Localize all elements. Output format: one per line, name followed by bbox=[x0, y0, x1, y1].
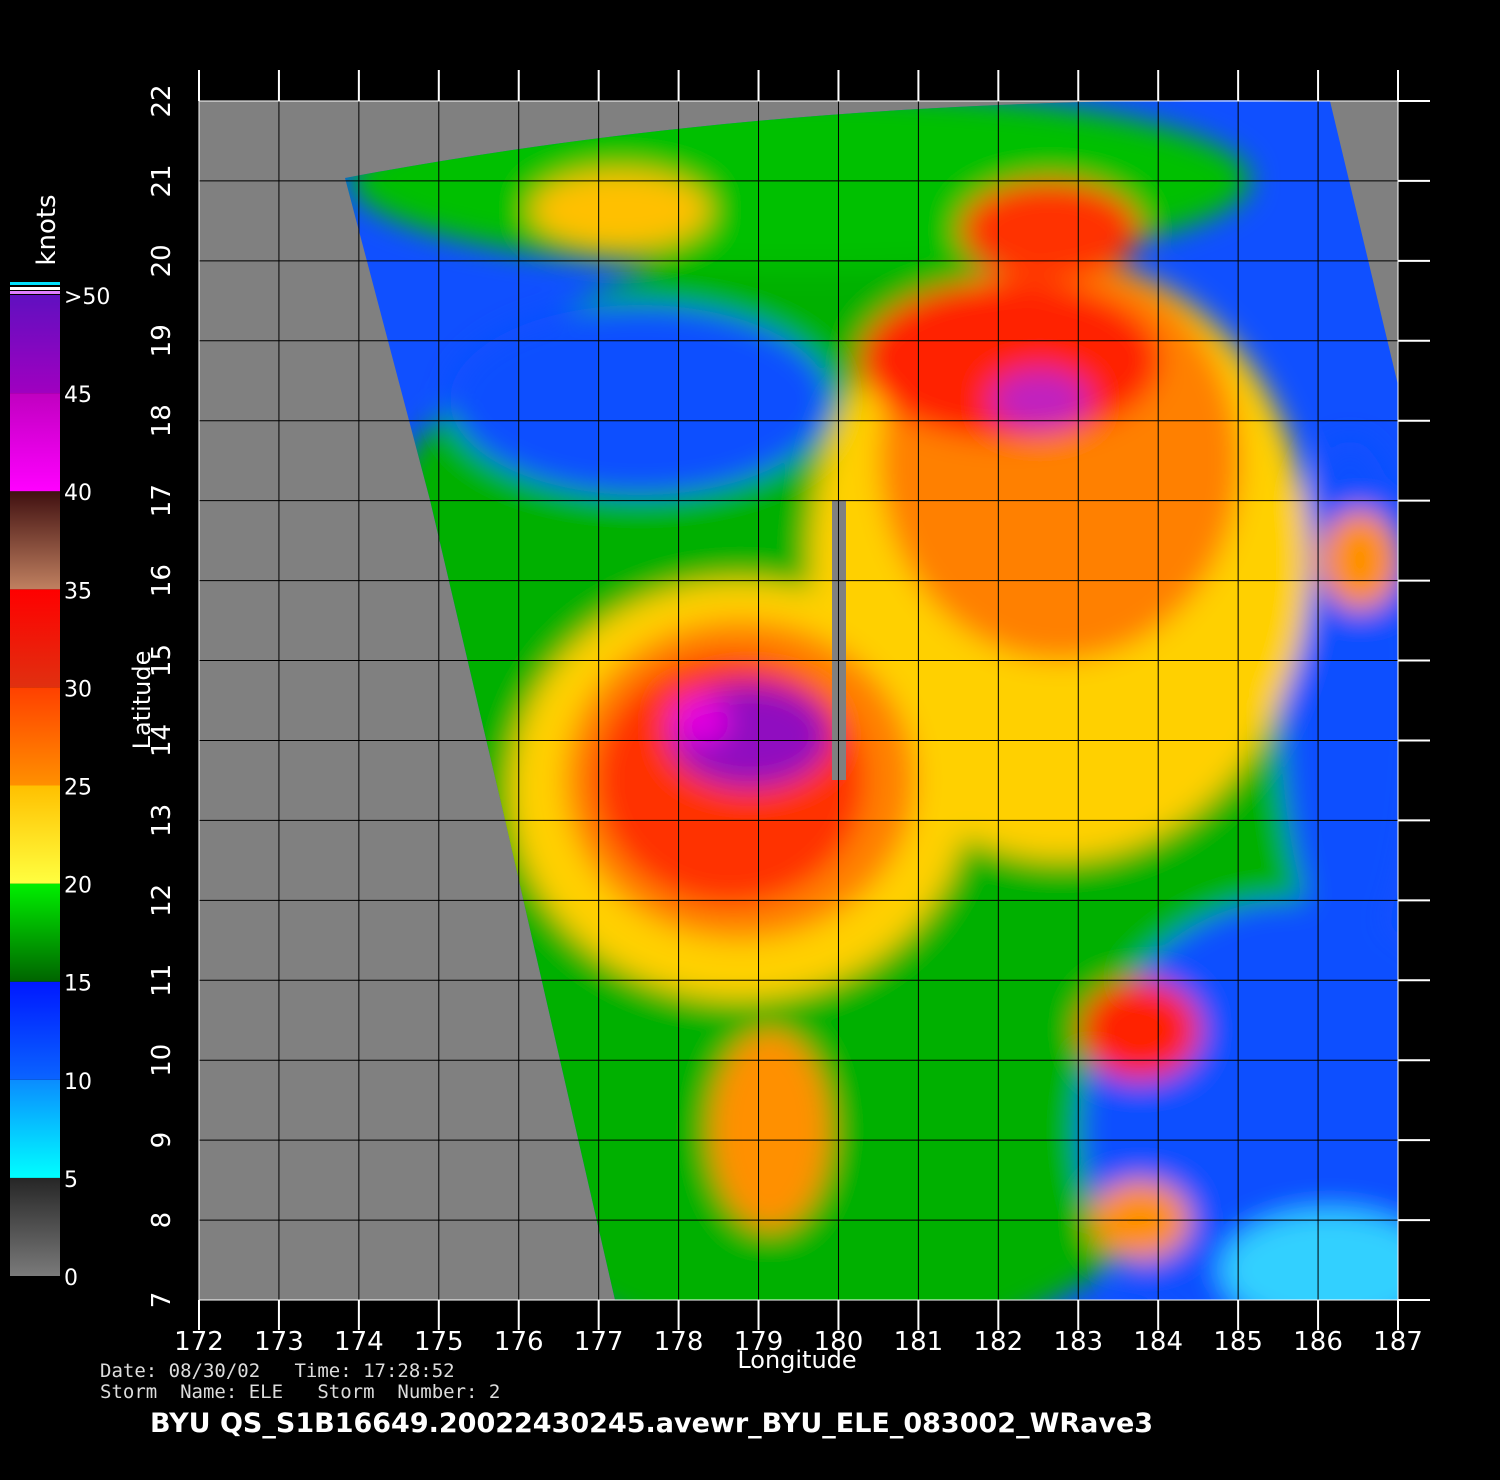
y-tick-label: 19 bbox=[147, 324, 177, 357]
x-tick-label: 182 bbox=[974, 1327, 1024, 1357]
x-tick-label: 186 bbox=[1293, 1327, 1343, 1357]
colorbar-band bbox=[10, 491, 60, 590]
product-title: BYU QS_S1B16649.20022430245.avewr_BYU_EL… bbox=[150, 1408, 1153, 1439]
x-tick-label: 183 bbox=[1053, 1327, 1103, 1357]
axes: 172 173 174 175 176 177 178 179 180 181 182 183 184 1… bbox=[147, 70, 1430, 1357]
y-tick-label: 9 bbox=[147, 1132, 177, 1149]
gap-strip bbox=[832, 500, 846, 780]
colorbar-band bbox=[10, 1177, 60, 1276]
x-tick-label: 179 bbox=[734, 1327, 784, 1357]
colorbar-tick-label: 35 bbox=[64, 579, 92, 604]
x-tick-label: 178 bbox=[654, 1327, 704, 1357]
x-tick-label: 172 bbox=[174, 1327, 224, 1357]
y-tick-label: 17 bbox=[147, 484, 177, 517]
y-tick-label: 10 bbox=[147, 1044, 177, 1077]
colorbar-tick-label: 30 bbox=[64, 677, 92, 702]
colorbar-tick-label: 10 bbox=[64, 1070, 92, 1095]
colorbar-accent bbox=[10, 282, 60, 285]
x-tick-label: 187 bbox=[1373, 1327, 1423, 1357]
y-tick-label: 12 bbox=[147, 884, 177, 917]
wind-swath bbox=[345, 100, 1398, 1301]
y-tick-label: 15 bbox=[147, 644, 177, 677]
plot-frame bbox=[198, 100, 1399, 1301]
colorbar-band bbox=[10, 1079, 60, 1178]
x-tick-label: 174 bbox=[334, 1327, 384, 1357]
x-axis-label: Longitude bbox=[737, 1346, 856, 1374]
colorbar-band bbox=[10, 589, 60, 688]
wind-field bbox=[345, 100, 1398, 1301]
date-line: Date: 08/30/02 Time: 17:28:52 bbox=[100, 1360, 455, 1382]
y-tick-label: 8 bbox=[147, 1212, 177, 1229]
y-tick-label: 16 bbox=[147, 564, 177, 597]
y-tick-label: 7 bbox=[147, 1292, 177, 1309]
y-tick-label: 14 bbox=[147, 724, 177, 757]
x-tick-label: 173 bbox=[254, 1327, 304, 1357]
colorbar-band bbox=[10, 687, 60, 786]
colorbar-tick-label: 0 bbox=[64, 1266, 78, 1291]
colorbar-band bbox=[10, 393, 60, 492]
colorbar-accent bbox=[10, 287, 60, 290]
colorbar-band bbox=[10, 883, 60, 982]
colorbar-tick-label: 25 bbox=[64, 776, 92, 801]
colorbar-band bbox=[10, 981, 60, 1080]
colorbar-accent bbox=[10, 291, 60, 294]
colorbar-tick-label: 15 bbox=[64, 972, 92, 997]
colorbar-label: knots bbox=[32, 194, 62, 265]
colorbar-band bbox=[10, 295, 60, 394]
colorbar-tick-label: 20 bbox=[64, 874, 92, 899]
y-axis-label: Latitude bbox=[128, 651, 156, 750]
y-tick-label: 20 bbox=[147, 244, 177, 277]
x-tick-label: 175 bbox=[414, 1327, 464, 1357]
y-tick-label: 22 bbox=[147, 84, 177, 117]
x-tick-label: 180 bbox=[814, 1327, 864, 1357]
colorbar-tick-label: 40 bbox=[64, 481, 92, 506]
colorbar-tick-label: >50 bbox=[64, 285, 110, 310]
colorbar-tick-label: 5 bbox=[64, 1168, 78, 1193]
y-tick-label: 11 bbox=[147, 964, 177, 997]
x-tick-label: 176 bbox=[494, 1327, 544, 1357]
colorbar: 0 5 10 15 20 25 30 35 40 45 >50 bbox=[10, 285, 110, 1291]
x-tick-label: 185 bbox=[1213, 1327, 1263, 1357]
colorbar-tick-label: 45 bbox=[64, 383, 92, 408]
y-tick-label: 21 bbox=[147, 164, 177, 197]
colorbar-band bbox=[10, 785, 60, 884]
x-tick-label: 177 bbox=[574, 1327, 624, 1357]
storm-line: Storm Name: ELE Storm Number: 2 bbox=[100, 1381, 500, 1403]
y-tick-label: 13 bbox=[147, 804, 177, 837]
x-tick-label: 181 bbox=[894, 1327, 944, 1357]
x-tick-label: 184 bbox=[1133, 1327, 1183, 1357]
y-tick-label: 18 bbox=[147, 404, 177, 437]
